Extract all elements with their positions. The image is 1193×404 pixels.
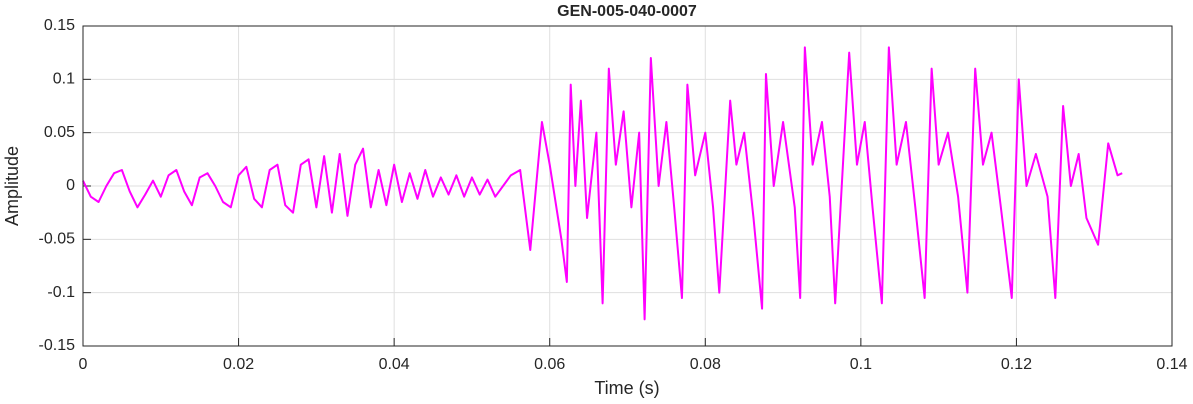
x-tick-label: 0.12 (1001, 356, 1032, 373)
y-axis-label: Amplitude (2, 146, 22, 226)
x-tick-label: 0.02 (223, 356, 254, 373)
x-tick-label: 0 (79, 356, 88, 373)
y-tick-label: 0.15 (44, 17, 75, 34)
y-tick-label: -0.1 (47, 284, 75, 301)
x-axis-label: Time (s) (594, 378, 659, 398)
chart-title: GEN-005-040-0007 (557, 3, 697, 20)
y-tick-label: 0.1 (53, 71, 75, 88)
y-tick-label: -0.15 (39, 337, 76, 354)
waveform-line (82, 46, 1123, 321)
x-tick-label: 0.06 (534, 356, 565, 373)
y-tick-label: -0.05 (39, 231, 76, 248)
y-tick-label: 0.05 (44, 124, 75, 141)
x-tick-label: 0.04 (379, 356, 410, 373)
x-tick-label: 0.1 (850, 356, 872, 373)
x-tick-label: 0.08 (690, 356, 721, 373)
x-tick-label: 0.14 (1156, 356, 1187, 373)
plot-frame (82, 25, 1173, 347)
y-tick-label: 0 (66, 177, 75, 194)
